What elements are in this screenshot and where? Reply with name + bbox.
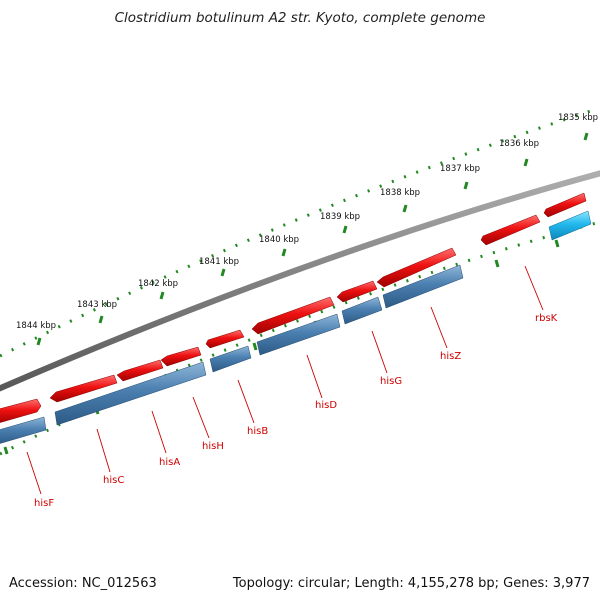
forward-features — [0, 192, 587, 424]
gene-label-hisd: hisD — [315, 400, 337, 411]
gene-label-hisf: hisF — [34, 498, 54, 509]
feature-arrow[interactable] — [49, 374, 118, 403]
gene-labels: hisF hisC hisA hisH hisB hisD hisG hisZ … — [34, 313, 558, 509]
gene-leader — [430, 306, 448, 349]
gene-label-hisa: hisA — [159, 457, 180, 468]
gene-label-hisc: hisC — [103, 475, 124, 486]
cds-block[interactable] — [0, 416, 47, 445]
cds-block[interactable] — [54, 361, 207, 426]
feature-arrow[interactable] — [480, 214, 541, 246]
feature-arrow[interactable] — [251, 296, 335, 335]
gene-leader — [306, 354, 323, 399]
genome-summary: Topology: circular; Length: 4,155,278 bp… — [232, 576, 590, 591]
cds-block[interactable] — [209, 345, 252, 373]
gene-leader — [96, 428, 111, 473]
inner-tick — [494, 259, 500, 268]
gene-leaders — [26, 265, 544, 495]
scale-label: 1842 kbp — [138, 279, 178, 289]
scale-tick — [583, 132, 589, 141]
scale-label: 1837 kbp — [440, 164, 480, 174]
feature-arrow[interactable] — [116, 359, 164, 382]
gene-leader — [371, 330, 388, 374]
scale-tick — [342, 225, 348, 234]
gene-label-hish: hisH — [202, 441, 224, 452]
scale-label: 1835 kbp — [558, 113, 598, 123]
scale-label: 1841 kbp — [199, 257, 239, 267]
scale-tick — [220, 268, 226, 277]
scale-tick — [159, 291, 165, 300]
cds-block[interactable] — [256, 313, 341, 356]
scale-label: 1843 kbp — [77, 300, 117, 310]
cds-block[interactable] — [341, 296, 383, 325]
accession-label: Accession: NC_012563 — [9, 576, 157, 591]
scale-labels: 1835 kbp 1836 kbp 1837 kbp 1838 kbp 1839… — [16, 113, 598, 331]
feature-arrow[interactable] — [160, 346, 202, 367]
scale-tick — [523, 158, 529, 167]
scale-label: 1844 kbp — [16, 321, 56, 331]
gene-label-hisg: hisG — [380, 376, 402, 387]
gene-leader — [524, 265, 544, 311]
scale-tick — [281, 248, 287, 257]
gene-leader — [151, 410, 167, 454]
scale-label: 1839 kbp — [320, 212, 360, 222]
scale-tick — [402, 204, 408, 213]
gene-label-hisb: hisB — [247, 426, 268, 437]
scale-label: 1838 kbp — [380, 188, 420, 198]
gene-leader — [237, 379, 255, 424]
map-title: Clostridium botulinum A2 str. Kyoto, com… — [115, 10, 486, 26]
genome-backbone — [0, 170, 600, 392]
scale-label: 1840 kbp — [259, 235, 299, 245]
gene-leader — [192, 396, 210, 439]
cds-features — [0, 210, 592, 445]
feature-arrow[interactable] — [0, 398, 42, 424]
scale-major-ticks — [36, 132, 589, 346]
feature-arrow[interactable] — [543, 192, 587, 218]
cds-block[interactable] — [382, 264, 464, 309]
feature-arrow[interactable] — [205, 329, 245, 349]
inner-tick — [554, 239, 560, 248]
gene-label-rbsk: rbsK — [535, 313, 558, 324]
inner-tick — [3, 446, 9, 455]
gene-leader — [26, 451, 42, 495]
gene-label-hisz: hisZ — [440, 351, 461, 362]
scale-label: 1836 kbp — [499, 139, 539, 149]
scale-tick — [36, 337, 42, 346]
feature-arrow[interactable] — [336, 280, 378, 303]
inner-tick — [252, 342, 258, 351]
cds-block[interactable] — [548, 210, 592, 241]
scale-tick — [98, 315, 104, 324]
scale-track — [0, 106, 600, 358]
scale-tick — [463, 181, 469, 190]
feature-arrow[interactable] — [376, 247, 457, 288]
